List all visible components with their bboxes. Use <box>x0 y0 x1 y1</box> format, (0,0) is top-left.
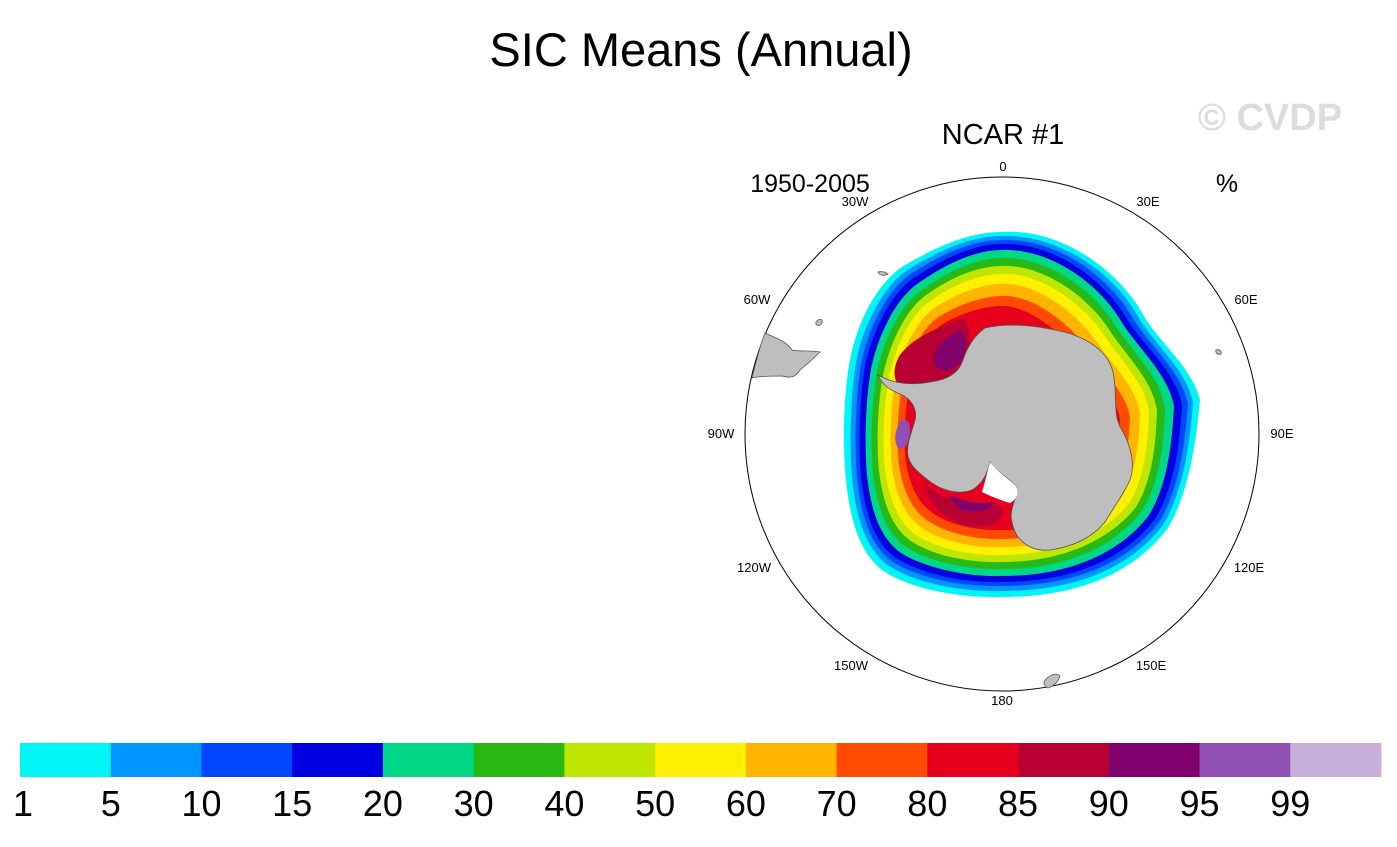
period-label: 1950-2005 <box>750 170 870 198</box>
colorbar-swatch-14 <box>1199 743 1291 777</box>
colorbar-swatch-2 <box>110 743 202 777</box>
lon-label-90w: 90W <box>708 426 735 441</box>
colorbar-label-60: 60 <box>726 783 766 824</box>
colorbar-label-5: 5 <box>101 783 121 824</box>
colorbar-label-85: 85 <box>998 783 1038 824</box>
colorbar-label-50: 50 <box>635 783 675 824</box>
lon-label-60e: 60E <box>1234 292 1257 307</box>
colorbar-swatch-8 <box>655 743 747 777</box>
units-label: % <box>1216 170 1238 198</box>
lon-label-180: 180 <box>991 693 1013 708</box>
colorbar-swatch-9 <box>745 743 838 777</box>
lon-label-0: 0 <box>999 159 1006 174</box>
lon-label-150w: 150W <box>834 658 869 673</box>
new-zealand-land <box>1043 673 1061 689</box>
colorbar-swatch-13 <box>1108 743 1201 777</box>
colorbar-swatch-12 <box>1018 743 1110 777</box>
colorbar-label-95: 95 <box>1180 783 1220 824</box>
colorbar-label-90: 90 <box>1089 783 1129 824</box>
panel-title: NCAR #1 <box>942 119 1065 151</box>
lon-label-120w: 120W <box>737 560 772 575</box>
figure-title: SIC Means (Annual) <box>489 23 912 76</box>
colorbar-swatch-1 <box>20 743 112 777</box>
colorbar-swatch-15 <box>1290 743 1382 777</box>
lon-label-120e: 120E <box>1234 560 1265 575</box>
colorbar-swatch-3 <box>201 743 293 777</box>
south-georgia-island <box>877 271 889 276</box>
colorbar-label-70: 70 <box>817 783 857 824</box>
sic-band-95 <box>895 419 910 449</box>
lon-label-90e: 90E <box>1270 426 1293 441</box>
colorbar-swatch-5 <box>382 743 475 777</box>
colorbar-swatch-7 <box>564 743 656 777</box>
polar-map: 0 30E 60E 90E 120E 150E 180 150W 120W 90… <box>708 159 1294 708</box>
colorbar-swatch-4 <box>292 743 384 777</box>
colorbar-label-20: 20 <box>363 783 403 824</box>
watermark: © CVDP <box>1198 97 1342 139</box>
colorbar-label-15: 15 <box>272 783 312 824</box>
sic-band-90 <box>934 330 967 371</box>
colorbar-swatch-6 <box>473 743 565 777</box>
falkland-islands <box>815 318 823 326</box>
colorbar-label-80: 80 <box>907 783 947 824</box>
colorbar: 1 5 10 15 20 30 40 50 60 70 80 85 90 95 99 <box>13 743 1382 824</box>
colorbar-label-10: 10 <box>181 783 221 824</box>
colorbar-label-1: 1 <box>13 783 33 824</box>
lon-label-30w: 30W <box>842 194 869 209</box>
colorbar-swatch-10 <box>836 743 928 777</box>
colorbar-label-99: 99 <box>1270 783 1310 824</box>
ross-ice-shelf <box>982 462 1018 503</box>
kerguelen-island <box>1215 349 1222 355</box>
longitude-labels: 0 30E 60E 90E 120E 150E 180 150W 120W 90… <box>708 159 1294 708</box>
lon-label-150e: 150E <box>1136 658 1167 673</box>
sic-band-90-ross <box>950 495 995 512</box>
colorbar-label-40: 40 <box>544 783 584 824</box>
lon-label-30e: 30E <box>1136 194 1159 209</box>
lon-label-60w: 60W <box>744 292 771 307</box>
south-america-land <box>751 332 821 379</box>
colorbar-label-30: 30 <box>454 783 494 824</box>
colorbar-swatch-11 <box>927 743 1019 777</box>
